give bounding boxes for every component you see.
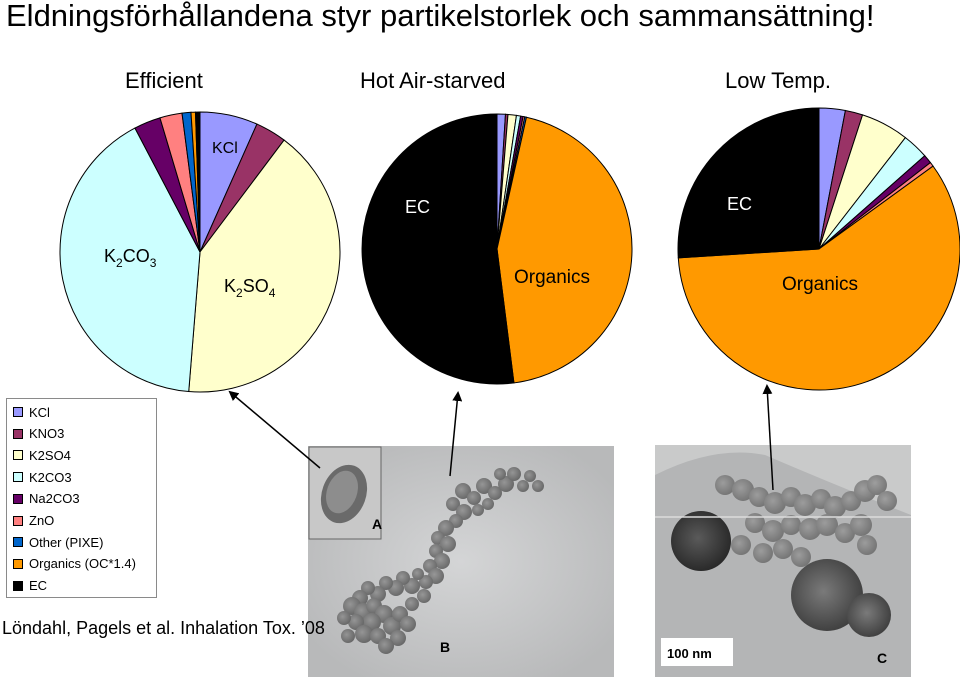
- legend-item: KCl: [13, 402, 50, 422]
- pie-slice-ec: [677, 107, 820, 259]
- legend-swatch: [13, 428, 23, 439]
- pie-title-hot-air-starved: Hot Air-starved: [360, 68, 506, 93]
- pie-slice-organics-oc-1-4: [677, 165, 960, 391]
- slide-title: Eldningsförhållandena styr partikelstorl…: [6, 0, 875, 33]
- citation: Löndahl, Pagels et al. Inhalation Tox. ’…: [2, 618, 325, 638]
- pie-slice-k2so4: [188, 139, 341, 393]
- annotation-ec-hot: EC: [405, 197, 430, 217]
- annotation-k2so4: K2SO4: [224, 276, 276, 300]
- legend-item: KNO3: [13, 424, 64, 444]
- legend-label: Organics (OC*1.4): [29, 556, 136, 572]
- legend-swatch: [13, 450, 23, 461]
- legend-item: K2CO3: [13, 467, 72, 487]
- legend-label: Na2CO3: [29, 491, 80, 507]
- tem-image-b: A B: [308, 446, 614, 677]
- annotation-organics-hot: Organics: [514, 267, 590, 288]
- pie-slice-ec: [194, 111, 201, 253]
- legend-label: Other (PIXE): [29, 534, 104, 550]
- tem-label-a: A: [372, 516, 383, 532]
- legend-label: EC: [29, 578, 48, 594]
- scalebar-box: [661, 638, 733, 666]
- legend-label: ZnO: [29, 513, 55, 528]
- legend-item: Other (PIXE): [13, 532, 103, 552]
- legend-label: KNO3: [29, 426, 65, 442]
- tem-label-c: C: [877, 650, 888, 666]
- annotation-ec-low: EC: [727, 194, 752, 214]
- legend-item: Organics (OC*1.4): [13, 554, 136, 574]
- tem-b-picture: [308, 446, 614, 677]
- legend-swatch: [13, 472, 23, 483]
- legend-item: ZnO: [13, 511, 54, 531]
- pie-title-low-temp: Low Temp.: [725, 68, 831, 93]
- legend-label: K2SO4: [29, 447, 71, 463]
- legend-swatch: [13, 493, 23, 504]
- legend-swatch: [13, 558, 23, 569]
- annotation-kcl: KCl: [212, 140, 238, 157]
- annotation-organics-low: Organics: [782, 274, 858, 295]
- legend-swatch: [13, 537, 23, 548]
- legend-swatch: [13, 407, 23, 417]
- pie-title-efficient: Efficient: [125, 68, 203, 93]
- tem-image-c: 100 nm C: [655, 445, 911, 677]
- legend: KCl KNO3 K2SO4 K2CO3 Na2CO3 ZnO Other (PIXE) Or…: [6, 398, 157, 598]
- legend-label: KCl: [29, 404, 50, 420]
- pie-slice-organics-oc-1-4: [496, 116, 633, 384]
- pie-low-temp: [677, 107, 960, 391]
- annotation-k2co3: K2CO3: [104, 246, 157, 270]
- legend-item: Na2CO3: [13, 489, 80, 509]
- pie-slice-k2co3: [59, 127, 201, 393]
- scalebar-label: 100 nm: [667, 646, 712, 661]
- tem-label-b: B: [440, 639, 451, 655]
- pie-efficient: [59, 111, 341, 393]
- legend-item: EC: [13, 576, 47, 596]
- pie-slice-ec: [361, 113, 515, 385]
- legend-item: K2SO4: [13, 445, 71, 465]
- legend-swatch: [13, 580, 23, 591]
- pie-hot-air-starved: [361, 113, 633, 385]
- legend-label: K2CO3: [29, 469, 72, 485]
- legend-swatch: [13, 515, 23, 526]
